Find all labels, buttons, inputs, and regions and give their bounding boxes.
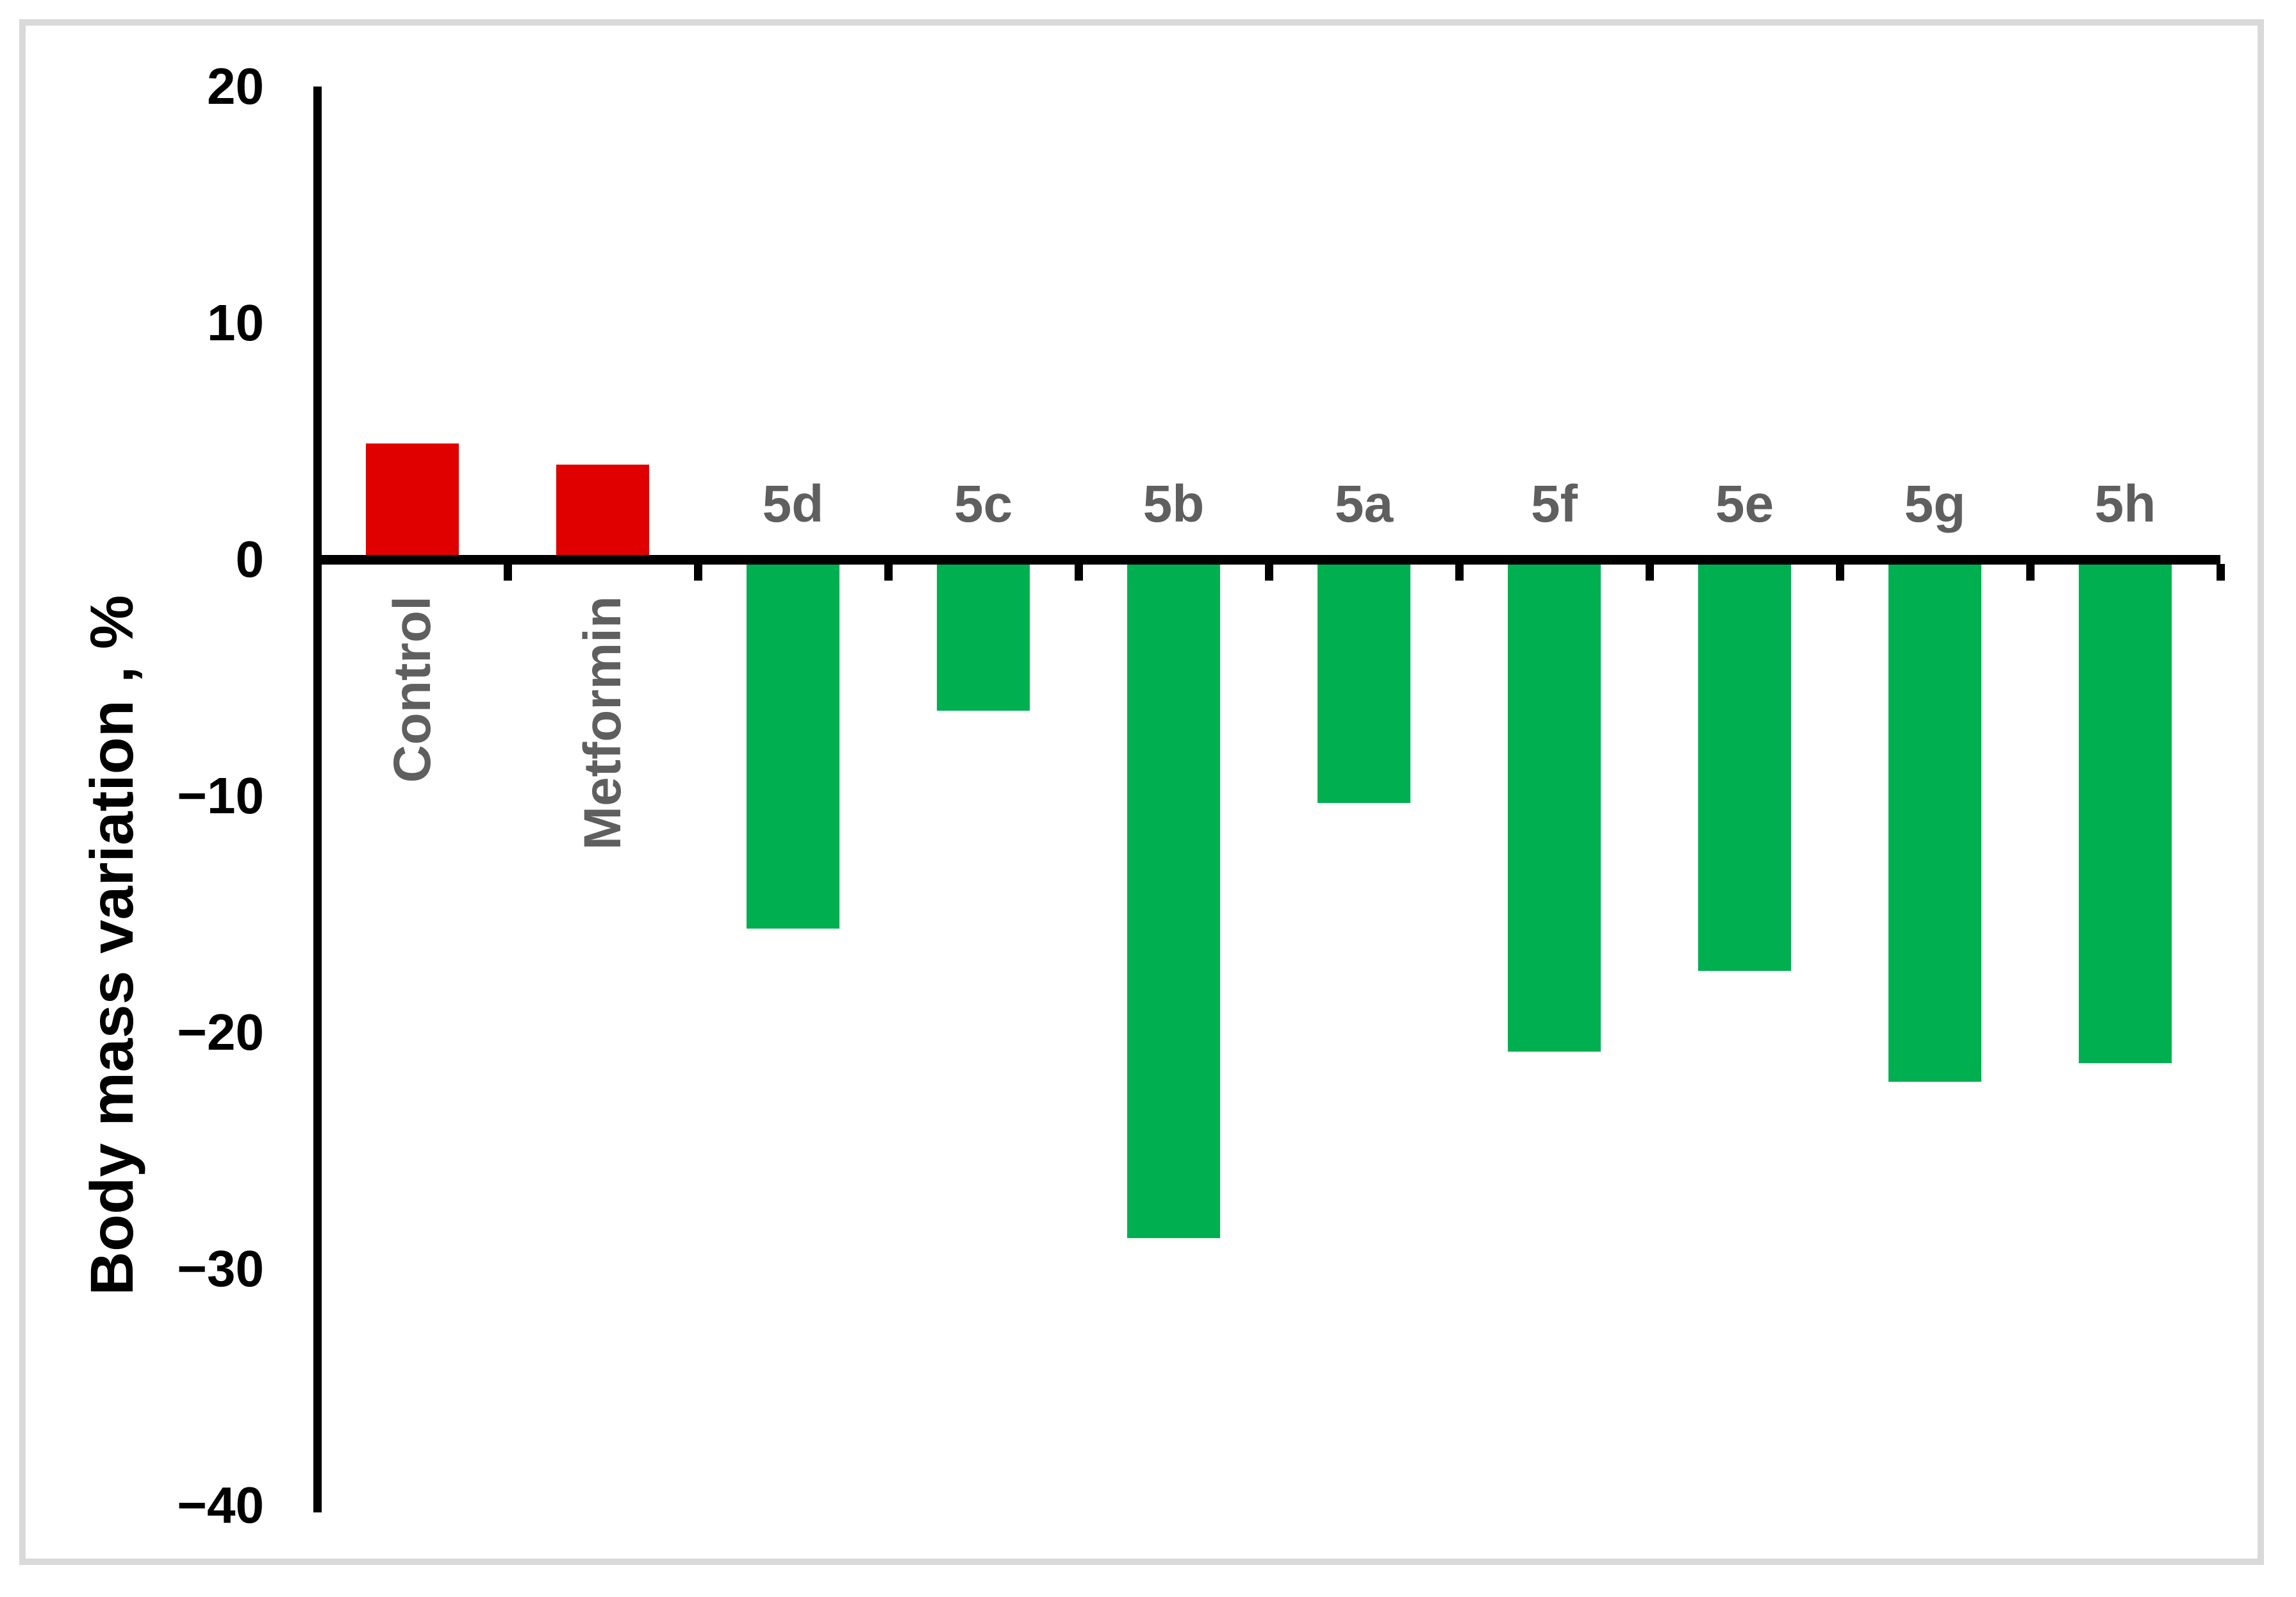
bar-5f xyxy=(1508,559,1601,1052)
y-axis-title: Body mass variation , % xyxy=(78,595,146,1296)
ytick-label--40: −40 xyxy=(177,1477,264,1534)
bar-metformin xyxy=(556,465,649,559)
category-label-5e: 5e xyxy=(1715,475,1774,533)
ytick-label--10: −10 xyxy=(177,767,264,824)
xtick-mark-6 xyxy=(1455,564,1464,581)
category-label-5h: 5h xyxy=(2094,475,2156,533)
xtick-mark-3 xyxy=(884,564,893,581)
xtick-mark-5 xyxy=(1264,564,1273,581)
xtick-mark-4 xyxy=(1074,564,1083,581)
bar-5b xyxy=(1127,559,1220,1239)
category-label-5g: 5g xyxy=(1904,475,1966,533)
bar-control xyxy=(366,443,459,559)
xtick-mark-1 xyxy=(503,564,512,581)
bar-5a xyxy=(1317,559,1410,804)
bar-5g xyxy=(1888,559,1981,1082)
xtick-mark-2 xyxy=(693,564,702,581)
category-label-5f: 5f xyxy=(1531,475,1578,533)
bar-5c xyxy=(937,559,1030,711)
bar-5d xyxy=(747,559,839,929)
category-label-5c: 5c xyxy=(954,475,1013,533)
xtick-mark-9 xyxy=(2026,564,2035,581)
x-axis-line xyxy=(313,555,2220,565)
xtick-mark-10 xyxy=(2216,564,2225,581)
ytick-label-0: 0 xyxy=(235,531,265,588)
ytick-label--30: −30 xyxy=(177,1240,264,1297)
ytick-label--20: −20 xyxy=(177,1004,264,1061)
category-label-5b: 5b xyxy=(1143,475,1205,533)
category-label-control: Control xyxy=(383,596,442,783)
category-label-5d: 5d xyxy=(762,475,824,533)
category-label-5a: 5a xyxy=(1334,475,1394,533)
y-axis-line xyxy=(313,87,322,1512)
ytick-label-10: 10 xyxy=(207,294,264,351)
category-label-metformin: Metformin xyxy=(573,596,632,850)
bar-5e xyxy=(1698,559,1791,972)
ytick-label-20: 20 xyxy=(207,58,264,115)
figure-border xyxy=(19,19,2264,1565)
xtick-mark-7 xyxy=(1645,564,1654,581)
xtick-mark-8 xyxy=(1835,564,1844,581)
bar-5h xyxy=(2079,559,2172,1063)
